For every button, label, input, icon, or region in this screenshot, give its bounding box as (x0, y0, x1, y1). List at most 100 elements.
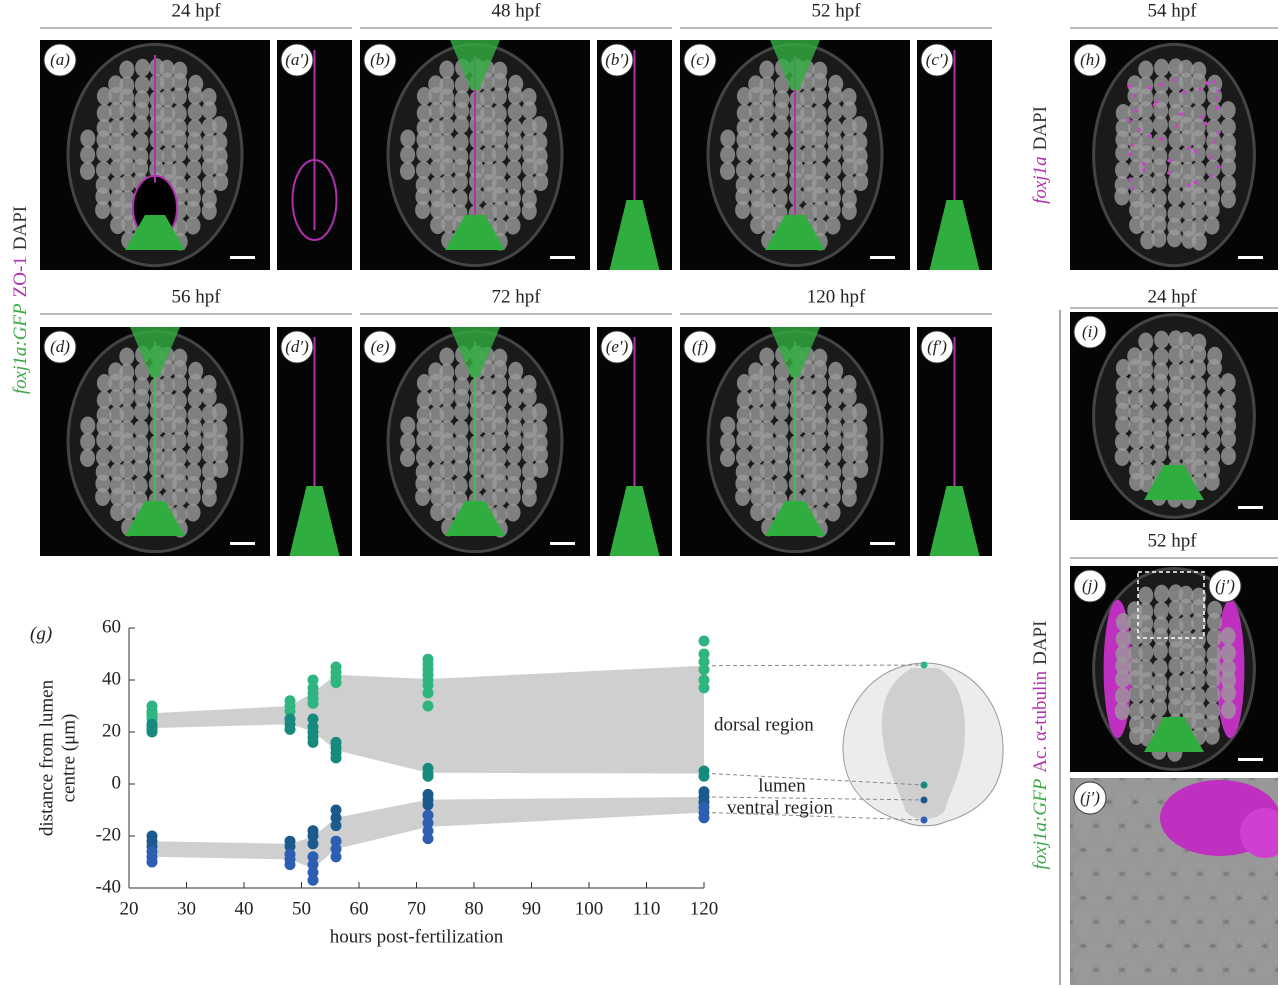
nucleus (532, 403, 548, 422)
y-tick-label: -40 (96, 876, 121, 897)
stain-label-part: DAPI (10, 206, 31, 250)
nucleus (171, 448, 187, 467)
nucleus (1168, 673, 1184, 692)
nucleus (826, 143, 842, 162)
nucleus (201, 175, 217, 194)
nucleus (159, 376, 175, 395)
nucleus (453, 158, 469, 177)
nucleus (120, 174, 136, 193)
nucleus (759, 347, 775, 366)
nucleus (469, 434, 485, 453)
nucleus (416, 130, 432, 149)
nucleus (1191, 713, 1207, 732)
foxj1a-dot (1200, 115, 1204, 119)
nucleus (430, 216, 446, 235)
nucleus (212, 116, 228, 135)
nucleus (171, 391, 187, 410)
panel-label: (e) (371, 337, 390, 356)
nucleus (1152, 658, 1168, 677)
nucleus (812, 73, 828, 92)
nucleus (491, 374, 507, 393)
panel-label: (d) (50, 337, 70, 356)
micrograph (1070, 312, 1278, 520)
stain-label: foxj1a:GFP ZO-1 DAPI (10, 206, 31, 394)
nucleus (750, 503, 766, 522)
scale-bar (230, 256, 255, 259)
nucleus (825, 216, 841, 235)
nucleus (773, 158, 789, 177)
nucleus (521, 202, 537, 221)
nucleus (507, 86, 523, 105)
nucleus (1151, 189, 1167, 208)
nucleus (96, 87, 112, 106)
nucleus (186, 176, 202, 195)
nucleus (506, 143, 522, 162)
nucleus (1152, 684, 1168, 703)
nucleus (852, 133, 868, 152)
nucleus (415, 187, 431, 206)
panel-label: (e′) (606, 337, 629, 356)
nucleus (852, 445, 868, 464)
nucleus (1138, 88, 1154, 107)
nucleus (827, 102, 843, 121)
point (698, 770, 710, 782)
nucleus (96, 431, 112, 450)
inset-box (1137, 571, 1205, 639)
nucleus (400, 416, 416, 435)
nucleus (521, 175, 537, 194)
floor-plate (929, 486, 980, 556)
nucleus (149, 434, 165, 453)
panel-label-bg (43, 43, 77, 77)
nucleus (532, 445, 548, 464)
nucleus (491, 104, 507, 123)
foxj1a-dot (1179, 112, 1184, 116)
nucleus (186, 463, 202, 482)
nucleus (452, 476, 468, 495)
annotation: ventral region (727, 797, 834, 818)
nucleus (507, 406, 523, 425)
nucleus (759, 117, 775, 136)
point (307, 736, 319, 748)
nucleus (400, 145, 416, 164)
point (698, 674, 710, 686)
nucleus (1190, 161, 1206, 180)
nucleus (469, 115, 485, 134)
nucleus (213, 460, 229, 479)
nucleus (800, 129, 816, 148)
nucleus (212, 158, 228, 177)
nucleus (430, 503, 446, 522)
nucleus (201, 388, 217, 407)
nucleus (171, 104, 187, 123)
nucleus (1138, 373, 1154, 392)
nucleus (735, 161, 751, 180)
nucleus (453, 402, 469, 421)
nucleus (134, 362, 150, 381)
nucleus (507, 389, 523, 408)
nucleus (1205, 669, 1221, 688)
nucleus (469, 172, 485, 191)
nucleus (827, 373, 843, 392)
stain-label-part: ZO-1 (10, 256, 31, 297)
scale-bar (230, 542, 255, 545)
nucleus (172, 488, 188, 507)
foxj1a-dot (1167, 158, 1171, 163)
foxj1a-dot (1172, 78, 1176, 82)
floor-plate (765, 215, 825, 250)
nucleus (491, 144, 507, 163)
nucleus (1179, 129, 1195, 148)
panel-label-bg (1073, 315, 1107, 349)
nucleus (439, 158, 455, 177)
nucleus (1168, 656, 1184, 675)
nucleus (506, 430, 522, 449)
nucleus (1168, 387, 1184, 406)
foxj1a-dot (1193, 180, 1198, 185)
nucleus (1205, 702, 1221, 721)
point (307, 713, 319, 725)
nucleus (1115, 630, 1131, 649)
nucleus (132, 459, 148, 478)
nucleus (416, 374, 432, 393)
scale-bar (870, 256, 895, 259)
nucleus (492, 474, 508, 493)
nucleus (750, 216, 766, 235)
nucleus (201, 87, 217, 106)
